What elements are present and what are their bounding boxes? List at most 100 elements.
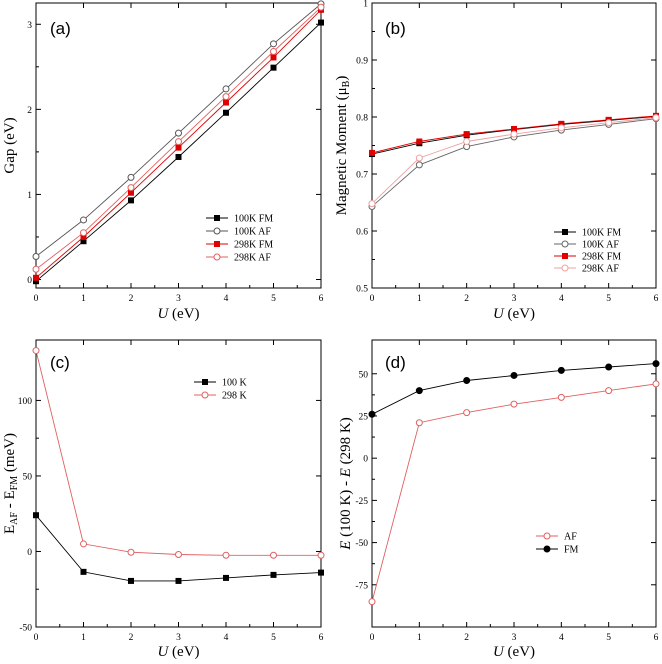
y-tick-label: -25: [355, 497, 368, 507]
data-point: [605, 363, 613, 371]
y-tick-label: 3: [27, 21, 32, 31]
y-tick-label: 0: [363, 455, 368, 465]
data-point: [510, 400, 518, 408]
y-tick-label: 0.7: [356, 171, 368, 181]
legend-label: 298K FM: [582, 252, 621, 263]
y-tick-label: -75: [355, 581, 368, 591]
x-tick-label: 1: [81, 633, 86, 643]
plot-frame: [371, 339, 657, 628]
legend-marker: [202, 379, 208, 385]
data-point: [175, 138, 182, 146]
data-point: [127, 184, 135, 192]
x-tick-label: 5: [606, 633, 611, 643]
legend-label: 100K FM: [234, 214, 273, 225]
data-point: [463, 409, 471, 417]
y-tick-label: 25: [359, 412, 369, 422]
data-point: [223, 574, 229, 581]
y-tick-label: -50: [355, 539, 368, 549]
data-point: [128, 577, 134, 584]
y-axis-label: Gap (eV): [2, 117, 18, 173]
legend-label: 100K FM: [582, 228, 621, 239]
panel-label: (a): [50, 19, 71, 38]
legend-label: 100 K: [222, 378, 248, 389]
data-point: [415, 154, 423, 162]
data-point: [175, 129, 182, 137]
x-axis-label: U (eV): [493, 644, 535, 660]
data-point: [270, 571, 277, 578]
y-tick-label: 100: [18, 397, 33, 407]
legend-label: 298K FM: [234, 240, 273, 251]
legend-marker: [213, 253, 221, 261]
legend-label: FM: [564, 545, 579, 556]
y-tick-label: 1: [27, 191, 32, 201]
panel-a: 0 1 2 3 4 5 6 0 1 2 3 100K FM 100K AF 298K FM 298K AF (…: [2, 0, 325, 322]
x-tick-label: 5: [271, 294, 276, 304]
legend-marker: [214, 241, 220, 247]
data-point: [605, 119, 613, 127]
data-point: [463, 138, 471, 146]
x-tick-label: 1: [81, 294, 86, 304]
data-point: [317, 551, 325, 559]
x-tick-label: 2: [129, 633, 134, 643]
x-tick-label: 0: [34, 294, 39, 304]
panel-d: 0 1 2 3 4 5 6 -75 -50 -25 0 25 50 AF FM (d) U (eV) E (100…: [338, 339, 660, 660]
data-point: [368, 200, 376, 208]
x-tick-label: 3: [176, 294, 181, 304]
legend-marker: [543, 532, 551, 540]
y-tick-label: 0.5: [356, 285, 368, 295]
series-line-100k-fm: [36, 22, 321, 282]
data-point: [175, 550, 182, 558]
legend-label: 298K AF: [234, 253, 271, 264]
data-point: [223, 99, 229, 106]
legend-marker: [561, 240, 569, 248]
y-tick-label: 0: [27, 548, 32, 558]
x-tick-label: 2: [464, 294, 469, 304]
legend-marker: [213, 227, 221, 235]
data-point: [32, 253, 40, 261]
data-point: [175, 577, 182, 584]
data-point: [80, 540, 87, 548]
x-tick-label: 5: [271, 633, 276, 643]
x-tick-label: 2: [464, 633, 469, 643]
x-tick-label: 0: [370, 633, 375, 643]
data-point: [510, 371, 518, 379]
x-tick-label: 4: [224, 633, 229, 643]
x-tick-label: 1: [417, 633, 422, 643]
x-tick-label: 6: [654, 294, 659, 304]
data-point: [222, 93, 230, 101]
data-point: [463, 377, 471, 385]
legend-marker: [562, 229, 568, 235]
data-point: [368, 410, 376, 418]
legend-marker: [201, 391, 209, 399]
data-point: [33, 274, 39, 281]
data-point: [128, 189, 134, 196]
data-point: [605, 387, 613, 395]
y-tick-label: 0: [27, 276, 32, 286]
y-tick-label: 1: [363, 0, 368, 10]
data-point: [557, 366, 565, 374]
legend-label: 298K AF: [582, 264, 619, 275]
data-point: [32, 347, 40, 355]
x-tick-label: 4: [224, 294, 229, 304]
x-tick-label: 6: [654, 633, 659, 643]
legend-marker: [543, 545, 551, 553]
data-point: [223, 109, 229, 116]
plot-frame: [35, 339, 322, 628]
legend-marker: [562, 253, 568, 259]
data-point: [222, 551, 230, 559]
x-tick-label: 6: [319, 294, 324, 304]
legend-label: 100K AF: [234, 227, 271, 238]
data-point: [416, 138, 423, 145]
data-point: [80, 233, 87, 240]
panel-label: (d): [385, 353, 406, 372]
legend-marker: [214, 215, 220, 221]
data-point: [318, 19, 324, 26]
panel-label: (c): [50, 353, 70, 372]
data-point: [33, 278, 39, 285]
panel-label: (b): [385, 19, 406, 38]
y-tick-label: 0.8: [356, 114, 368, 124]
data-point: [415, 161, 423, 169]
x-axis-label: U (eV): [493, 306, 535, 322]
data-point: [463, 131, 470, 138]
data-point: [270, 40, 277, 48]
